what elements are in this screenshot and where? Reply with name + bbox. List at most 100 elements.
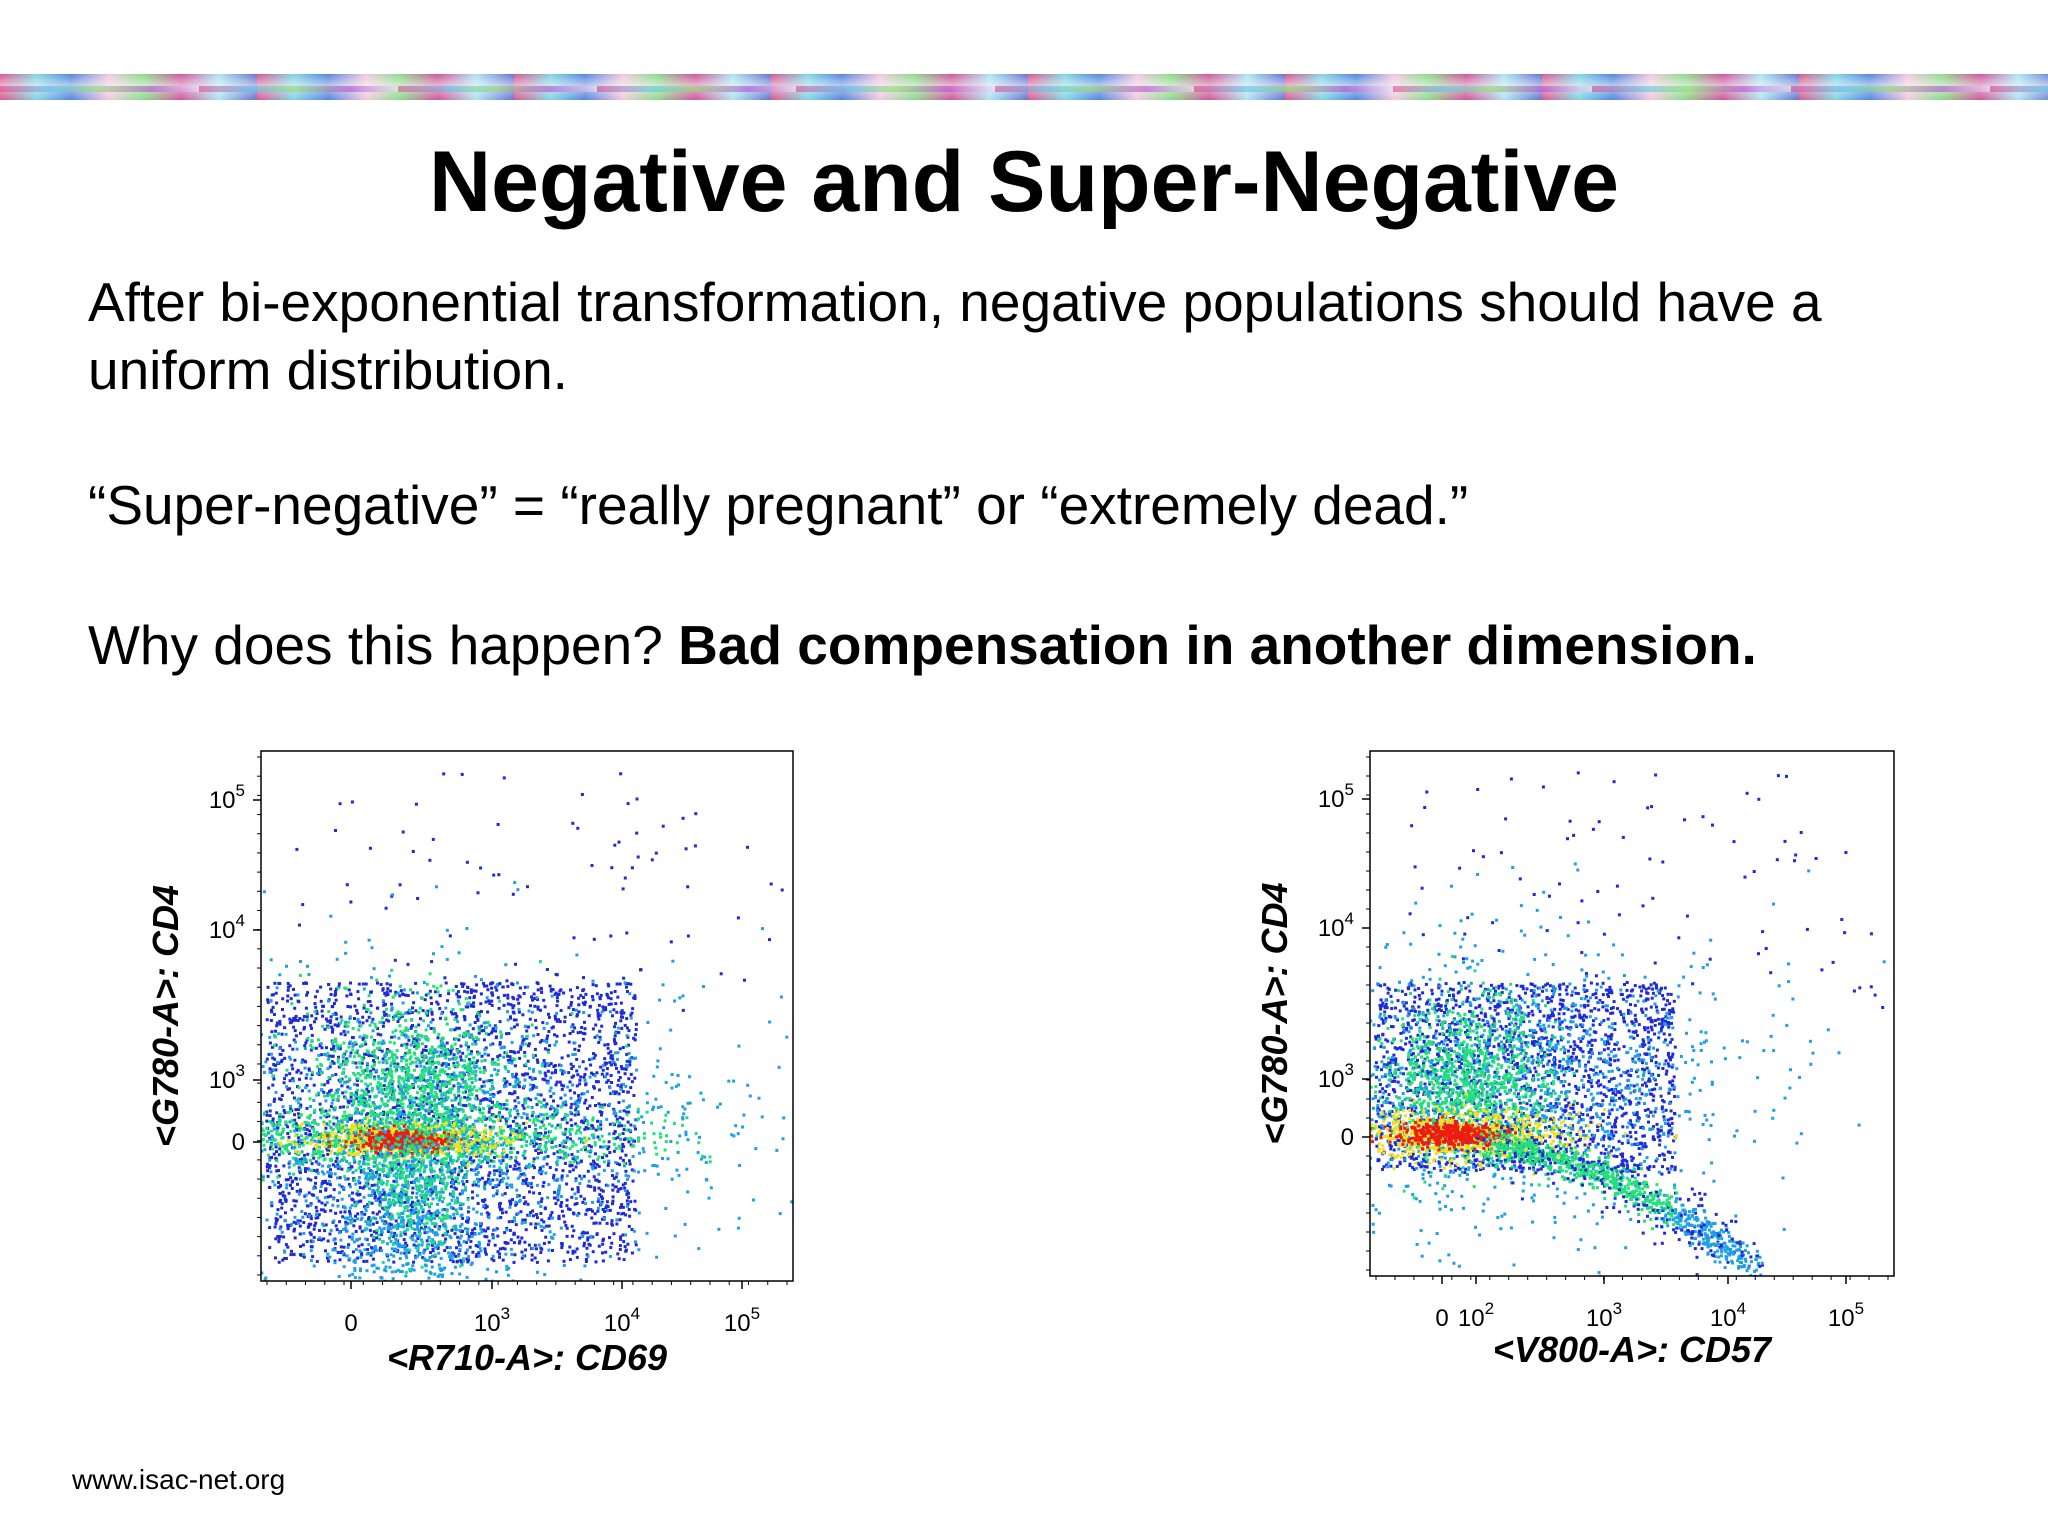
density-dot [635, 1118, 639, 1122]
density-dot [232, 1106, 235, 1109]
density-dot [556, 992, 560, 996]
density-dot [594, 1178, 598, 1182]
density-dot [439, 1181, 442, 1185]
density-dot [372, 1075, 376, 1079]
density-dot [471, 1087, 475, 1091]
density-dot [351, 1061, 355, 1064]
density-dot [530, 995, 533, 999]
density-dot [462, 1103, 466, 1107]
density-dot [379, 1077, 383, 1081]
density-dot [520, 1116, 524, 1120]
density-dot [273, 1064, 277, 1067]
density-dot [432, 984, 436, 988]
density-dot [625, 931, 629, 935]
density-dot [331, 1041, 335, 1045]
density-dot [348, 1210, 351, 1213]
density-dot [452, 1053, 456, 1057]
density-dot [523, 1156, 527, 1160]
density-dot [352, 1250, 355, 1254]
density-dot [634, 1056, 637, 1060]
density-dot [592, 1073, 595, 1076]
density-dot [625, 1204, 629, 1208]
density-dot [418, 1006, 422, 1010]
density-dot [463, 1018, 467, 1022]
density-dot [535, 1137, 539, 1140]
density-dot [721, 1292, 724, 1295]
density-dot [490, 991, 494, 995]
density-dot [410, 1035, 414, 1038]
density-dot [478, 1110, 482, 1114]
density-dot [693, 844, 697, 848]
density-dot [438, 1225, 442, 1229]
density-dot [554, 1083, 558, 1087]
density-dot [424, 1130, 428, 1134]
density-dot [273, 1043, 276, 1047]
density-dot [628, 1060, 632, 1064]
density-dot [212, 1001, 215, 1004]
density-dot [591, 1200, 594, 1204]
density-dot [630, 1056, 634, 1060]
density-dot [796, 1190, 799, 1193]
density-dot [274, 1237, 278, 1241]
density-dot [609, 1246, 613, 1249]
density-dot [324, 1126, 328, 1130]
density-dot [585, 1246, 589, 1250]
density-dot [655, 1065, 659, 1069]
density-dot [398, 984, 402, 988]
density-dot [278, 1115, 282, 1119]
density-dot [584, 1202, 587, 1205]
density-dot [485, 996, 489, 1000]
density-dot [487, 1177, 490, 1181]
density-dot [332, 1122, 336, 1126]
density-dot [571, 1053, 575, 1057]
density-dot [596, 1199, 600, 1203]
density-dot [376, 1152, 380, 1156]
density-dot [466, 1260, 470, 1264]
density-dot [420, 1238, 423, 1242]
density-dot [515, 1167, 519, 1171]
density-dot [600, 1217, 604, 1221]
density-dot [350, 1114, 354, 1118]
density-dot [349, 900, 353, 904]
density-dot [254, 1073, 257, 1076]
density-dot [274, 1145, 278, 1149]
density-dot [339, 1044, 342, 1048]
density-dot [540, 991, 544, 994]
density-dot [410, 1011, 414, 1014]
density-dot [613, 990, 617, 993]
density-dot [360, 1211, 364, 1214]
density-dot [343, 1210, 347, 1214]
density-dot [523, 1218, 527, 1222]
density-dot [538, 1040, 542, 1044]
density-dot [458, 1206, 462, 1210]
density-dot [575, 1202, 579, 1205]
density-dot [513, 881, 517, 885]
density-dot [530, 1010, 534, 1014]
density-dot [359, 1024, 363, 1028]
density-dot [632, 1036, 636, 1040]
density-dot [509, 1003, 513, 1007]
density-dot [661, 1157, 664, 1160]
density-dot [605, 1204, 609, 1208]
density-dot [611, 1057, 615, 1061]
density-dot [596, 1012, 600, 1015]
density-dot [459, 1058, 463, 1062]
density-dot [471, 1042, 475, 1046]
density-dot [626, 1242, 630, 1246]
density-dot [662, 1126, 666, 1130]
density-dot [501, 1246, 505, 1250]
density-dot [539, 1071, 542, 1075]
density-dot [427, 1112, 431, 1116]
density-dot [609, 934, 613, 938]
density-dot [448, 1091, 452, 1095]
density-dot [535, 1103, 539, 1107]
density-dot [336, 1204, 340, 1208]
density-dot [518, 1198, 522, 1202]
density-dot [546, 1034, 550, 1038]
density-dot [310, 1026, 313, 1030]
density-dot [388, 1212, 392, 1216]
density-dot [385, 990, 389, 994]
density-dot [543, 1047, 547, 1051]
density-dot [565, 1198, 569, 1202]
density-dot [499, 1030, 503, 1034]
